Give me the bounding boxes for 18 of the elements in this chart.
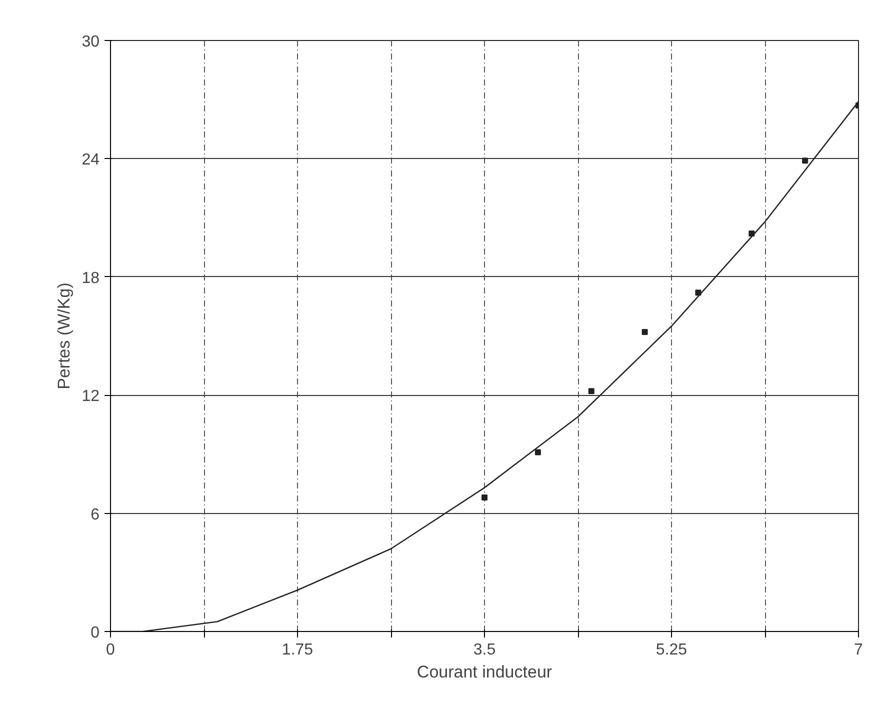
x-tick-label: 5.25 [656,642,688,658]
x-tick-label: 1.75 [282,642,314,658]
point [482,494,488,501]
y-axis-title: Pertes (W/Kg) [54,282,74,390]
y-tick-label: 18 [82,270,100,287]
point [642,329,648,336]
point [534,449,541,456]
y-tick-label: 12 [82,388,100,406]
y-tick-label: 6 [90,506,100,524]
y-tick-label: 0 [90,624,100,642]
point [802,158,808,164]
y-tick-label: 30 [82,34,100,50]
point [588,388,594,394]
x-tick-label: 0 [106,642,116,658]
x-tick-label: 3.5 [473,642,496,658]
y-tick-label: 24 [82,152,100,169]
x-axis-title: Courant inducteur [416,662,552,682]
x-tick-label: 7 [854,642,864,658]
